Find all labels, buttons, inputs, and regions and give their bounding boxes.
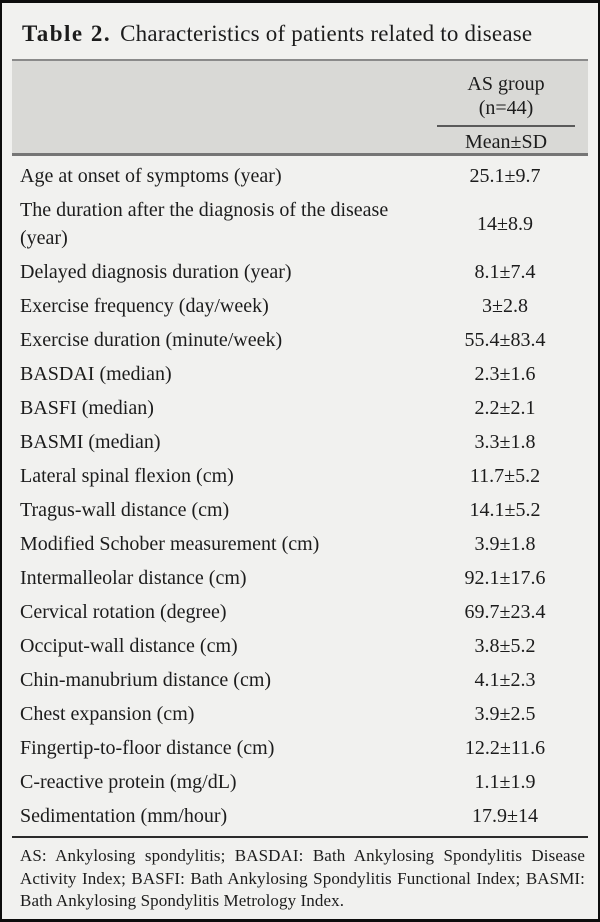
table-row: Exercise frequency (day/week) 3±2.8 (2, 289, 598, 323)
row-label: Chin-manubrium distance (cm) (20, 669, 272, 691)
group-n: (n=44) (478, 97, 534, 119)
table-row: The duration after the diagnosis of the … (2, 193, 598, 255)
row-label: Tragus-wall distance (cm) (20, 499, 230, 521)
row-label: BASMI (median) (20, 431, 161, 453)
row-label: Chest expansion (cm) (20, 703, 195, 725)
row-label: Sedimentation (mm/hour) (20, 805, 228, 827)
footnote-text: AS: Ankylosing spondylitis; BASDAI: Bath… (20, 846, 585, 910)
row-value: 8.1±7.4 (474, 260, 536, 283)
row-value: 3.9±1.8 (474, 532, 536, 555)
row-label: Delayed diagnosis duration (year) (20, 261, 292, 283)
table-row: BASDAI (median) 2.3±1.6 (2, 357, 598, 391)
row-label: Intermalleolar distance (cm) (20, 567, 247, 589)
row-value: 55.4±83.4 (464, 328, 546, 351)
row-label: Fingertip-to-floor distance (cm) (20, 737, 275, 759)
row-value: 3.9±2.5 (474, 702, 536, 725)
table-row: Age at onset of symptoms (year) 25.1±9.7 (2, 159, 598, 193)
characteristics-table: Age at onset of symptoms (year) 25.1±9.7 T… (2, 159, 598, 833)
row-label: C-reactive protein (mg/dL) (20, 771, 237, 793)
group-divider (437, 125, 575, 127)
row-value: 69.7±23.4 (464, 600, 546, 623)
row-value: 12.2±11.6 (464, 736, 546, 759)
table-row: Cervical rotation (degree) 69.7±23.4 (2, 595, 598, 629)
row-label: Exercise duration (minute/week) (20, 329, 283, 351)
table-row: BASMI (median) 3.3±1.8 (2, 425, 598, 459)
table-row: Fingertip-to-floor distance (cm) 12.2±11.… (2, 731, 598, 765)
row-value: 17.9±14 (472, 804, 538, 827)
row-label: Lateral spinal flexion (cm) (20, 465, 234, 487)
stat-label: Mean±SD (464, 131, 548, 153)
table-row: Occiput-wall distance (cm) 3.8±5.2 (2, 629, 598, 663)
group-name: AS group (467, 73, 545, 95)
row-value: 14±8.9 (477, 212, 533, 235)
table-title: Table 2. Characteristics of patients rela… (2, 3, 598, 59)
row-value: 2.3±1.6 (474, 362, 536, 385)
table-row: Modified Schober measurement (cm) 3.9±1.8 (2, 527, 598, 561)
table-row: Intermalleolar distance (cm) 92.1±17.6 (2, 561, 598, 595)
row-label: Cervical rotation (degree) (20, 601, 227, 623)
column-header-band: AS group (n=44) Mean±SD (12, 61, 588, 156)
table-row: Tragus-wall distance (cm) 14.1±5.2 (2, 493, 598, 527)
table-body: Age at onset of symptoms (year) 25.1±9.7 T… (2, 159, 598, 833)
row-value: 25.1±9.7 (469, 164, 541, 187)
footnote-divider (12, 836, 588, 838)
table-row: Chest expansion (cm) 3.9±2.5 (2, 697, 598, 731)
row-label: Exercise frequency (day/week) (20, 295, 269, 317)
row-value: 3.8±5.2 (474, 634, 536, 657)
table-row: Sedimentation (mm/hour) 17.9±14 (2, 799, 598, 833)
value-column-header: AS group (n=44) Mean±SD (429, 61, 583, 153)
title-divider (12, 59, 588, 61)
table-row: Exercise duration (minute/week) 55.4±83.4 (2, 323, 598, 357)
row-label: BASFI (median) (20, 397, 154, 419)
row-value: 14.1±5.2 (469, 498, 541, 521)
table-row: Lateral spinal flexion (cm) 11.7±5.2 (2, 459, 598, 493)
row-value: 3.3±1.8 (474, 430, 536, 453)
row-label: Modified Schober measurement (cm) (20, 533, 320, 555)
table-row: BASFI (median) 2.2±2.1 (2, 391, 598, 425)
table-title-text: Characteristics of patients related to d… (120, 21, 533, 46)
row-value: 11.7±5.2 (469, 464, 541, 487)
table-number-label: Table 2. (22, 21, 112, 46)
row-label: Occiput-wall distance (cm) (20, 635, 238, 657)
row-value: 92.1±17.6 (464, 566, 546, 589)
row-label: BASDAI (median) (20, 363, 172, 385)
table-row: Delayed diagnosis duration (year) 8.1±7.4 (2, 255, 598, 289)
table-row: Chin-manubrium distance (cm) 4.1±2.3 (2, 663, 598, 697)
row-value: 4.1±2.3 (474, 668, 536, 691)
row-label: Age at onset of symptoms (year) (20, 165, 282, 187)
row-value: 1.1±1.9 (474, 770, 536, 793)
table-row: C-reactive protein (mg/dL) 1.1±1.9 (2, 765, 598, 799)
row-value: 3±2.8 (482, 294, 528, 317)
row-value: 2.2±2.1 (474, 396, 536, 419)
row-label: The duration after the diagnosis of the … (20, 199, 389, 249)
